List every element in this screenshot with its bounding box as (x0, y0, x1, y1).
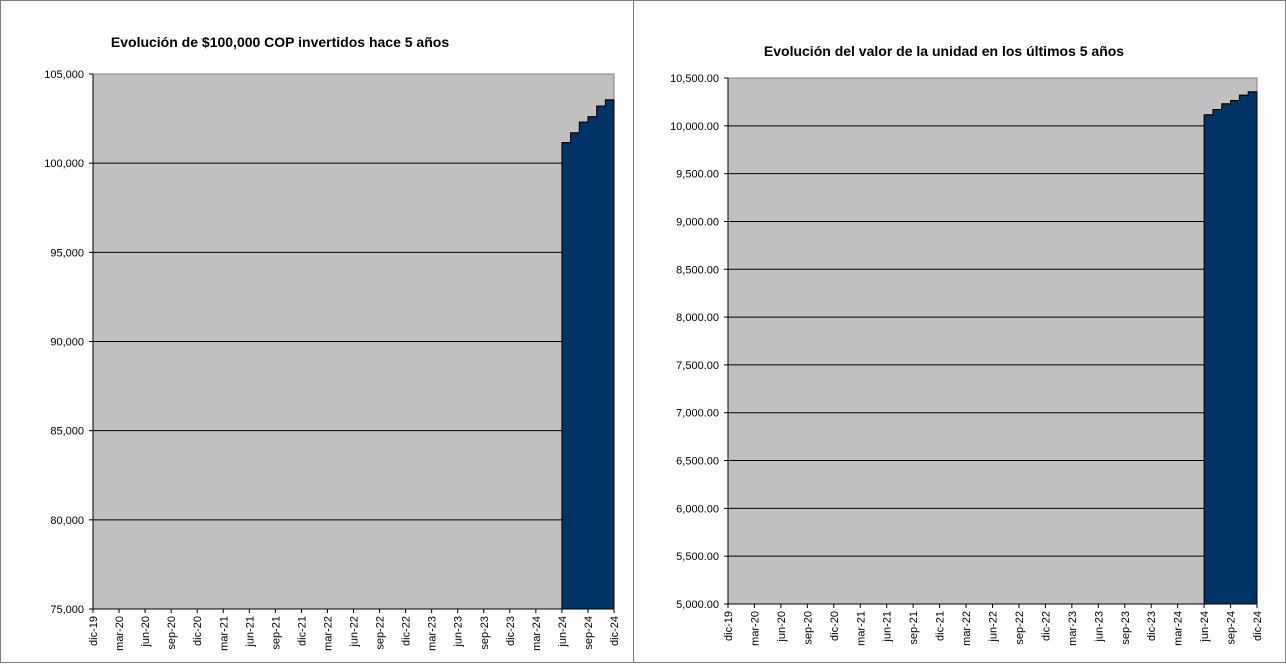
x-tick-label: sep-21 (270, 616, 282, 650)
x-tick-label: dic-21 (296, 616, 308, 646)
x-tick-label: jun-22 (349, 616, 361, 648)
x-tick-label: mar-22 (961, 611, 973, 646)
plot-area (727, 77, 1258, 605)
x-tick-label: dic-19 (723, 611, 735, 641)
x-tick-label: sep-22 (1014, 611, 1026, 645)
x-tick-label: jun-24 (557, 616, 569, 648)
x-tick-label: mar-20 (114, 616, 126, 651)
series-area (561, 99, 615, 610)
x-tick-label: dic-19 (88, 616, 100, 646)
x-tick-label: mar-20 (749, 611, 761, 646)
x-tick-label: dic-20 (829, 611, 841, 641)
y-tick-label: 105,000 (44, 69, 84, 81)
y-tick-label: 7,500.00 (676, 360, 719, 372)
investment-evolution-chart: Evolución de $100,000 COP invertidos hac… (44, 34, 621, 651)
y-tick-label: 10,000.00 (670, 121, 719, 133)
y-tick-label: 8,500.00 (676, 264, 719, 276)
y-tick-label: 9,500.00 (676, 169, 719, 181)
x-tick-label: dic-24 (1252, 611, 1264, 641)
chart-title: Evolución del valor de la unidad en los … (764, 43, 1124, 59)
x-tick-label: sep-22 (375, 616, 387, 650)
x-tick-label: mar-24 (531, 616, 543, 651)
x-tick-label: mar-21 (855, 611, 867, 646)
x-tick-label: mar-22 (322, 616, 334, 651)
x-tick-label: mar-24 (1173, 611, 1185, 646)
y-tick-label: 90,000 (50, 337, 84, 349)
x-tick-label: jun-20 (776, 611, 788, 643)
y-tick-label: 9,000.00 (676, 216, 719, 228)
x-tick-label: jun-23 (453, 616, 465, 648)
x-tick-label: sep-23 (479, 616, 491, 650)
y-tick-label: 5,500.00 (676, 551, 719, 563)
x-tick-label: jun-24 (1199, 611, 1211, 643)
x-tick-label: jun-22 (988, 611, 1000, 643)
x-tick-label: sep-20 (166, 616, 178, 650)
y-tick-label: 6,500.00 (676, 456, 719, 468)
y-tick-label: 5,000.00 (676, 599, 719, 611)
x-tick-label: mar-23 (1067, 611, 1079, 646)
x-tick-label: dic-20 (192, 616, 204, 646)
x-tick-label: jun-21 (244, 616, 256, 648)
y-tick-label: 10,500.00 (670, 73, 719, 85)
y-tick-label: 85,000 (50, 426, 84, 438)
x-tick-label: mar-23 (427, 616, 439, 651)
series-area (1203, 91, 1258, 605)
unit-value-evolution-chart: Evolución del valor de la unidad en los … (670, 43, 1264, 646)
x-tick-label: sep-20 (802, 611, 814, 645)
x-tick-label: mar-21 (218, 616, 230, 651)
y-tick-label: 80,000 (50, 515, 84, 527)
chart-title: Evolución de $100,000 COP invertidos hac… (111, 34, 449, 50)
y-tick-label: 100,000 (44, 158, 84, 170)
x-tick-label: dic-22 (401, 616, 413, 646)
x-tick-label: jun-23 (1093, 611, 1105, 643)
x-tick-label: sep-24 (1226, 611, 1238, 645)
y-tick-label: 95,000 (50, 247, 84, 259)
x-tick-label: sep-24 (583, 616, 595, 650)
x-tick-label: dic-23 (1146, 611, 1158, 641)
x-tick-label: dic-22 (1040, 611, 1052, 641)
x-tick-label: sep-21 (908, 611, 920, 645)
y-tick-label: 75,000 (50, 604, 84, 616)
y-tick-label: 8,000.00 (676, 312, 719, 324)
x-tick-label: dic-24 (609, 616, 621, 646)
y-tick-label: 7,000.00 (676, 408, 719, 420)
x-tick-label: jun-21 (882, 611, 894, 643)
x-tick-label: dic-23 (505, 616, 517, 646)
y-tick-label: 6,000.00 (676, 503, 719, 515)
x-tick-label: dic-21 (935, 611, 947, 641)
x-tick-label: jun-20 (140, 616, 152, 648)
x-tick-label: sep-23 (1120, 611, 1132, 645)
